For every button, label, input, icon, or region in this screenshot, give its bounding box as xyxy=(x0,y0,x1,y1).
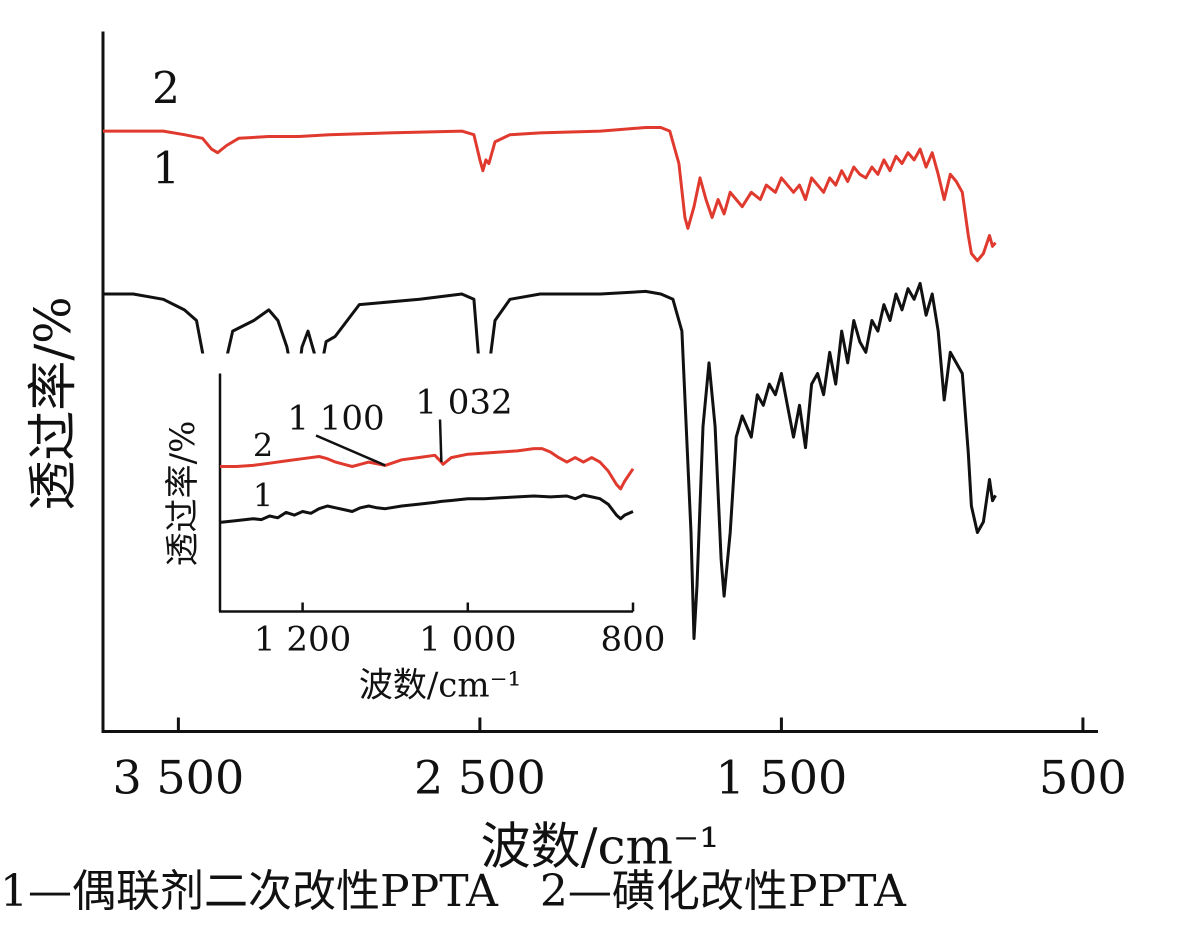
caption-item-1: 1—偶联剂二次改性PPTA xyxy=(0,866,498,917)
inset-chart-axes: 1 200 1 000 800 波数/cm⁻¹ 透过率/% xyxy=(163,373,666,706)
main-series-1-label: 1 xyxy=(152,144,180,195)
inset-chart-labels: 2 1 1 100 1 032 xyxy=(253,383,513,515)
main-chart-axes: 3 500 2 500 1 500 500 波数/cm⁻¹ 透过率/% xyxy=(24,31,1127,876)
inset-series-1-label: 1 xyxy=(253,477,273,515)
main-y-axis-title: 透过率/% xyxy=(24,296,82,510)
main-series-2-line xyxy=(103,126,997,263)
main-x-tick-label: 1 500 xyxy=(716,751,848,805)
main-series-2-label: 2 xyxy=(152,64,180,115)
main-x-tick-label: 3 500 xyxy=(113,751,245,805)
main-chart-labels: 21 xyxy=(152,64,180,195)
main-x-tick-label: 500 xyxy=(1039,751,1127,805)
inset-annotation-label: 1 100 xyxy=(287,399,384,439)
inset-background xyxy=(150,353,653,707)
inset-series-2-line xyxy=(220,447,635,491)
inset-series-2-label: 2 xyxy=(253,427,273,465)
inset-chart-series xyxy=(219,447,635,524)
inset-annotation-leader xyxy=(315,434,386,467)
inset-x-tick-label: 1 000 xyxy=(419,620,516,660)
figure-caption: 1—偶联剂二次改性PPTA 2—磺化改性PPTA xyxy=(0,862,1203,922)
main-series-1-line xyxy=(103,281,997,640)
inset-x-axis-title: 波数/cm⁻¹ xyxy=(359,666,521,706)
inset-y-axis-title: 透过率/% xyxy=(163,421,203,567)
main-x-axis-title: 波数/cm⁻¹ xyxy=(481,818,720,876)
inset-x-tick-label: 800 xyxy=(601,620,666,660)
main-x-tick-label: 2 500 xyxy=(414,751,546,805)
inset-series-1-line xyxy=(219,493,634,524)
inset-annotation-leader xyxy=(438,419,443,463)
inset-x-tick-label: 1 200 xyxy=(254,620,351,660)
inset-annotation-label: 1 032 xyxy=(415,383,512,423)
caption-item-2: 2—磺化改性PPTA xyxy=(539,866,906,917)
inset-panel xyxy=(150,353,653,707)
main-chart-series xyxy=(103,126,997,640)
